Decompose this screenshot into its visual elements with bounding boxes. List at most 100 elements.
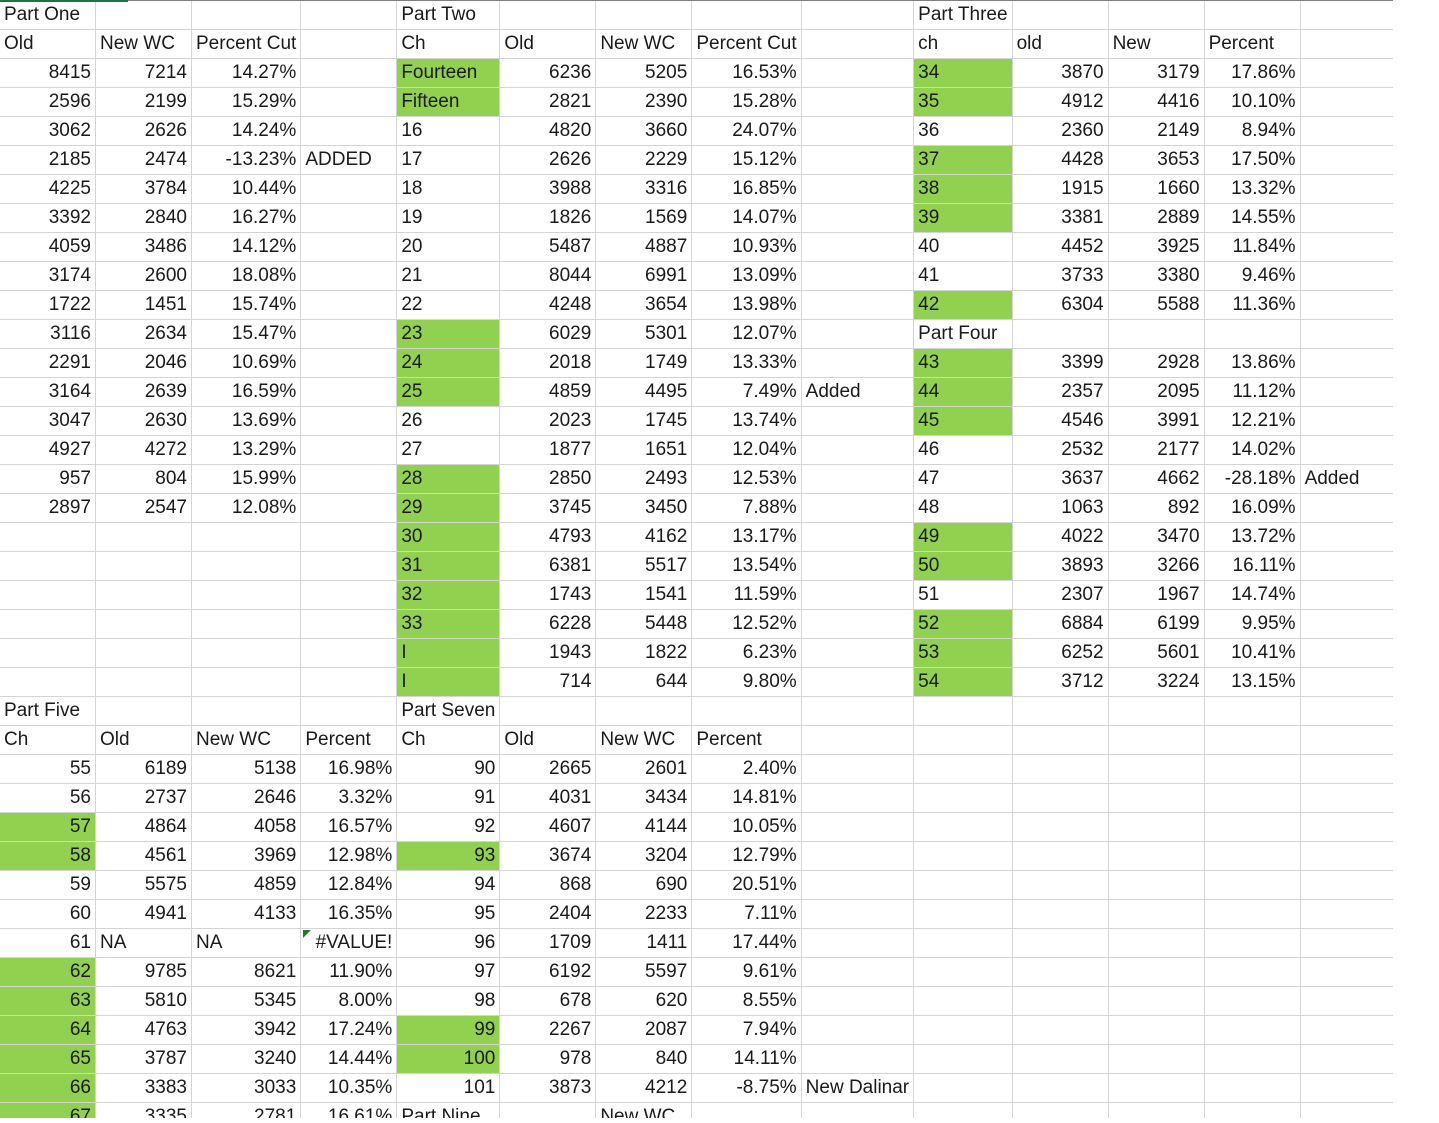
sheet-cell[interactable] [800, 203, 915, 233]
sheet-cell[interactable]: 2646 [190, 783, 302, 813]
sheet-cell[interactable] [800, 174, 915, 204]
sheet-cell[interactable] [1011, 957, 1109, 987]
sheet-cell[interactable]: 2928 [1107, 348, 1205, 378]
sheet-cell[interactable]: 9.80% [691, 667, 802, 697]
sheet-cell[interactable] [913, 696, 1013, 726]
sheet-cell[interactable] [1299, 319, 1397, 349]
sheet-cell[interactable]: Ch [396, 725, 501, 755]
sheet-cell[interactable] [300, 290, 398, 320]
sheet-cell[interactable]: 40 [913, 232, 1013, 262]
sheet-cell[interactable]: 4212 [595, 1073, 693, 1103]
sheet-cell[interactable] [913, 928, 1013, 958]
sheet-cell[interactable] [300, 174, 398, 204]
sheet-cell[interactable] [800, 609, 915, 639]
sheet-cell[interactable]: 26 [396, 406, 501, 436]
sheet-cell[interactable] [1299, 580, 1397, 610]
sheet-cell[interactable] [800, 580, 915, 610]
sheet-cell[interactable] [300, 29, 398, 59]
sheet-cell[interactable]: 4031 [499, 783, 597, 813]
sheet-cell[interactable] [300, 435, 398, 465]
sheet-cell[interactable]: 2600 [95, 261, 192, 291]
sheet-cell[interactable]: 13.33% [691, 348, 802, 378]
sheet-cell[interactable] [300, 0, 398, 30]
sheet-cell[interactable]: 6192 [499, 957, 597, 987]
sheet-cell[interactable]: 6381 [499, 551, 597, 581]
sheet-cell[interactable]: 4022 [1011, 522, 1109, 552]
sheet-cell[interactable]: 39 [913, 203, 1013, 233]
sheet-cell[interactable]: 644 [595, 667, 693, 697]
sheet-cell[interactable]: I [396, 638, 501, 668]
sheet-cell[interactable] [913, 754, 1013, 784]
sheet-cell[interactable]: 16.59% [190, 377, 302, 407]
sheet-cell[interactable]: 16.09% [1203, 493, 1301, 523]
sheet-cell[interactable]: 10.41% [1203, 638, 1301, 668]
sheet-cell[interactable] [800, 290, 915, 320]
sheet-cell[interactable] [595, 0, 693, 30]
sheet-cell[interactable] [0, 580, 96, 610]
sheet-cell[interactable]: 66 [0, 1073, 96, 1103]
sheet-cell[interactable]: 4225 [0, 174, 96, 204]
sheet-cell[interactable]: 5517 [595, 551, 693, 581]
sheet-cell[interactable]: 1915 [1011, 174, 1109, 204]
sheet-cell[interactable]: 2018 [499, 348, 597, 378]
sheet-cell[interactable] [913, 1073, 1013, 1103]
sheet-cell[interactable]: Part One [0, 0, 96, 30]
sheet-cell[interactable]: 7.88% [691, 493, 802, 523]
sheet-cell[interactable]: 2149 [1107, 116, 1205, 146]
sheet-cell[interactable]: 18 [396, 174, 501, 204]
sheet-cell[interactable] [1299, 754, 1397, 784]
sheet-cell[interactable]: 12.84% [300, 870, 398, 900]
sheet-cell[interactable] [0, 522, 96, 552]
sheet-cell[interactable] [190, 638, 302, 668]
sheet-cell[interactable]: 90 [396, 754, 501, 784]
sheet-cell[interactable] [1299, 261, 1397, 291]
sheet-cell[interactable]: 4428 [1011, 145, 1109, 175]
sheet-cell[interactable] [190, 580, 302, 610]
sheet-cell[interactable] [95, 551, 192, 581]
sheet-cell[interactable]: 1660 [1107, 174, 1205, 204]
sheet-cell[interactable]: 2087 [595, 1015, 693, 1045]
sheet-cell[interactable] [913, 841, 1013, 871]
sheet-cell[interactable]: 3654 [595, 290, 693, 320]
sheet-cell[interactable]: 5448 [595, 609, 693, 639]
sheet-cell[interactable]: Old [95, 725, 192, 755]
sheet-cell[interactable]: 92 [396, 812, 501, 842]
sheet-cell[interactable] [1107, 986, 1205, 1016]
sheet-cell[interactable] [913, 899, 1013, 929]
sheet-cell[interactable] [1107, 319, 1205, 349]
sheet-cell[interactable]: 10.05% [691, 812, 802, 842]
sheet-cell[interactable]: 11.12% [1203, 377, 1301, 407]
sheet-cell[interactable] [300, 696, 398, 726]
sheet-cell[interactable] [1011, 0, 1109, 30]
sheet-cell[interactable]: 3873 [499, 1073, 597, 1103]
sheet-cell[interactable]: 3266 [1107, 551, 1205, 581]
sheet-cell[interactable]: I [396, 667, 501, 697]
sheet-cell[interactable]: Part Four [913, 319, 1013, 349]
sheet-cell[interactable]: 4859 [190, 870, 302, 900]
sheet-cell[interactable]: 14.74% [1203, 580, 1301, 610]
sheet-cell[interactable]: 10.10% [1203, 87, 1301, 117]
sheet-cell[interactable]: 16 [396, 116, 501, 146]
sheet-cell[interactable] [1299, 435, 1397, 465]
sheet-cell[interactable]: 4607 [499, 812, 597, 842]
sheet-cell[interactable]: 6991 [595, 261, 693, 291]
sheet-cell[interactable]: 4864 [95, 812, 192, 842]
sheet-cell[interactable]: 2821 [499, 87, 597, 117]
sheet-cell[interactable]: New WC [190, 725, 302, 755]
sheet-cell[interactable]: 4495 [595, 377, 693, 407]
sheet-cell[interactable]: 100 [396, 1044, 501, 1074]
sheet-cell[interactable]: 2046 [95, 348, 192, 378]
sheet-cell[interactable]: 98 [396, 986, 501, 1016]
sheet-cell[interactable] [800, 87, 915, 117]
sheet-cell[interactable]: Percent Cut [691, 29, 802, 59]
sheet-cell[interactable] [190, 522, 302, 552]
sheet-cell[interactable] [800, 725, 915, 755]
sheet-cell[interactable]: 14.02% [1203, 435, 1301, 465]
sheet-cell[interactable] [1299, 348, 1397, 378]
sheet-cell[interactable] [800, 261, 915, 291]
sheet-cell[interactable] [300, 406, 398, 436]
sheet-cell[interactable]: 2665 [499, 754, 597, 784]
sheet-cell[interactable] [800, 493, 915, 523]
sheet-cell[interactable] [300, 116, 398, 146]
sheet-cell[interactable] [691, 0, 802, 30]
